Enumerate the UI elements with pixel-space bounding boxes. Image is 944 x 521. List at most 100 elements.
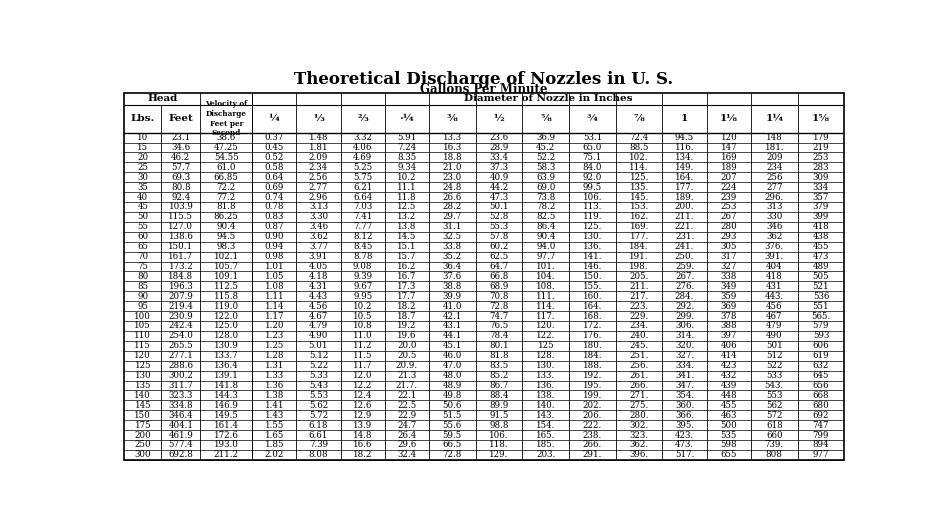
- Text: 5.33: 5.33: [309, 371, 328, 380]
- Text: 26.6: 26.6: [443, 193, 462, 202]
- Text: Head: Head: [147, 94, 177, 103]
- Text: 33.8: 33.8: [443, 242, 462, 251]
- Text: Diameter of Nozzle in Inches: Diameter of Nozzle in Inches: [464, 94, 632, 103]
- Text: 300.2: 300.2: [168, 371, 194, 380]
- Text: 455: 455: [719, 401, 736, 410]
- Text: 12.6: 12.6: [353, 401, 372, 410]
- Text: 30: 30: [137, 173, 148, 182]
- Text: 108.: 108.: [535, 282, 555, 291]
- Text: 473.: 473.: [674, 440, 694, 450]
- Text: 12.5: 12.5: [396, 203, 416, 212]
- Text: 251.: 251.: [629, 351, 649, 360]
- Text: 15.7: 15.7: [396, 252, 416, 261]
- Text: 13.2: 13.2: [396, 213, 416, 221]
- Text: 217.: 217.: [629, 292, 649, 301]
- Text: 3.91: 3.91: [309, 252, 328, 261]
- Text: 288.6: 288.6: [168, 361, 194, 370]
- Text: 455: 455: [812, 242, 828, 251]
- Text: 500: 500: [719, 420, 736, 430]
- Text: 632: 632: [812, 361, 828, 370]
- Text: 80: 80: [137, 272, 148, 281]
- Text: 23.0: 23.0: [443, 173, 462, 182]
- Text: 1.20: 1.20: [264, 321, 283, 330]
- Text: 184.: 184.: [629, 242, 649, 251]
- Text: 90.4: 90.4: [535, 232, 555, 241]
- Text: 3.13: 3.13: [309, 203, 328, 212]
- Text: 192.: 192.: [582, 371, 601, 380]
- Text: 50.1: 50.1: [489, 203, 508, 212]
- Text: ½: ½: [493, 114, 504, 123]
- Text: 168.: 168.: [582, 312, 601, 320]
- Text: 645: 645: [812, 371, 828, 380]
- Text: 51.5: 51.5: [442, 411, 462, 420]
- Text: 65: 65: [137, 242, 148, 251]
- Text: 94.5: 94.5: [216, 232, 236, 241]
- Text: 254.0: 254.0: [168, 331, 194, 340]
- Text: 177.: 177.: [674, 183, 694, 192]
- Text: 240.: 240.: [629, 331, 649, 340]
- Text: 219: 219: [812, 143, 829, 152]
- Text: 17.3: 17.3: [396, 282, 416, 291]
- Text: 14.5: 14.5: [396, 232, 416, 241]
- Text: 283: 283: [812, 163, 828, 172]
- Text: 13.3: 13.3: [443, 133, 462, 142]
- Text: 439: 439: [720, 381, 736, 390]
- Text: 145.: 145.: [629, 193, 649, 202]
- Text: 38.8: 38.8: [442, 282, 462, 291]
- Text: 150.1: 150.1: [168, 242, 194, 251]
- Text: 52.2: 52.2: [535, 153, 555, 162]
- Text: 0.98: 0.98: [264, 252, 283, 261]
- Text: 195.: 195.: [582, 381, 601, 390]
- Text: 34.6: 34.6: [171, 143, 190, 152]
- Text: 154.: 154.: [535, 420, 555, 430]
- Text: 112.5: 112.5: [213, 282, 239, 291]
- Text: 347.: 347.: [674, 381, 694, 390]
- Text: 219.4: 219.4: [168, 302, 194, 311]
- Text: 399: 399: [812, 213, 828, 221]
- Text: 92.4: 92.4: [171, 193, 191, 202]
- Text: 291.: 291.: [582, 450, 601, 460]
- Text: 4.69: 4.69: [353, 153, 372, 162]
- Text: 94.0: 94.0: [535, 242, 555, 251]
- Text: 188.: 188.: [582, 361, 601, 370]
- Text: 388: 388: [719, 321, 736, 330]
- Text: 55.6: 55.6: [443, 420, 462, 430]
- Text: 102.1: 102.1: [213, 252, 239, 261]
- Text: 12.0: 12.0: [352, 371, 372, 380]
- Text: 45: 45: [137, 203, 148, 212]
- Text: 145: 145: [134, 401, 151, 410]
- Text: 0.74: 0.74: [264, 193, 283, 202]
- Text: 139.1: 139.1: [213, 371, 239, 380]
- Text: 1.81: 1.81: [309, 143, 328, 152]
- Text: 3.62: 3.62: [309, 232, 328, 241]
- Text: 54.55: 54.55: [213, 153, 239, 162]
- Text: 185.: 185.: [535, 440, 555, 450]
- Text: 299.: 299.: [674, 312, 694, 320]
- Text: 55: 55: [137, 222, 148, 231]
- Text: 404: 404: [766, 262, 782, 271]
- Text: 521: 521: [812, 282, 829, 291]
- Text: 5.62: 5.62: [309, 401, 328, 410]
- Text: 432: 432: [720, 371, 736, 380]
- Text: 266.: 266.: [629, 381, 649, 390]
- Text: 1⅝: 1⅝: [811, 114, 829, 123]
- Text: 136.4: 136.4: [213, 361, 239, 370]
- Text: 323.: 323.: [629, 430, 648, 440]
- Text: 280.: 280.: [629, 411, 649, 420]
- Text: 120: 120: [134, 351, 151, 360]
- Text: ¾: ¾: [586, 114, 598, 123]
- Text: 619: 619: [812, 351, 829, 360]
- Text: 378: 378: [719, 312, 736, 320]
- Text: 0.78: 0.78: [264, 203, 283, 212]
- Text: 47.3: 47.3: [489, 193, 508, 202]
- Text: 49.8: 49.8: [442, 391, 462, 400]
- Text: 327: 327: [720, 262, 736, 271]
- Text: 62.5: 62.5: [489, 252, 508, 261]
- Text: 334.: 334.: [674, 361, 693, 370]
- Text: 110: 110: [134, 331, 151, 340]
- Text: 144.3: 144.3: [213, 391, 239, 400]
- Text: 3.32: 3.32: [353, 133, 372, 142]
- Text: 45.1: 45.1: [442, 341, 462, 350]
- Text: 20: 20: [137, 153, 148, 162]
- Text: 125: 125: [537, 341, 553, 350]
